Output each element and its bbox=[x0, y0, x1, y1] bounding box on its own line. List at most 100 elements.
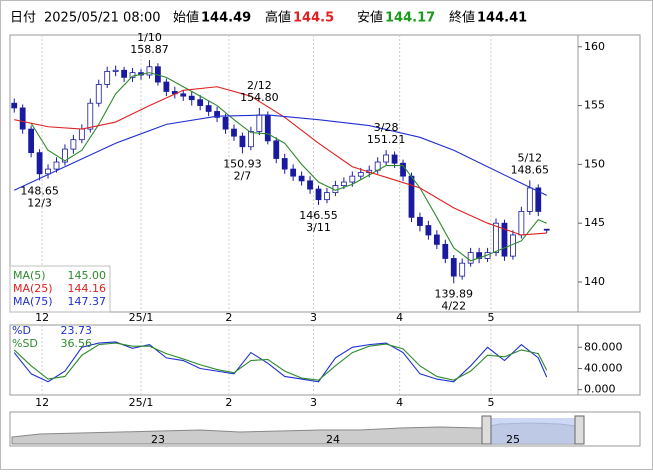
annotation-date: 4/22 bbox=[441, 299, 466, 312]
y-tick-label: 40.000 bbox=[584, 361, 623, 374]
annotation-value: 139.89 bbox=[435, 287, 474, 300]
y-tick-label: 80.000 bbox=[584, 340, 623, 353]
x-tick-label: 4 bbox=[396, 396, 403, 409]
candle-body bbox=[518, 211, 525, 236]
candle-body bbox=[349, 175, 356, 183]
y-tick-label: 140 bbox=[584, 275, 605, 288]
close-label: 終値 bbox=[449, 10, 475, 26]
legend-value: 23.73 bbox=[61, 324, 93, 337]
navigator-label: 24 bbox=[326, 433, 340, 446]
candle-body bbox=[95, 84, 102, 104]
candle-body bbox=[357, 172, 364, 177]
candle-body bbox=[19, 107, 26, 130]
candle-body bbox=[45, 168, 51, 175]
open-label: 始値 bbox=[173, 10, 199, 26]
legend-value: 144.16 bbox=[68, 282, 107, 295]
candle-body bbox=[87, 102, 94, 130]
candle-body bbox=[298, 175, 305, 182]
candle-body bbox=[281, 158, 288, 170]
annotation-value: 148.65 bbox=[511, 163, 550, 176]
candle-body bbox=[290, 168, 297, 177]
y-tick-label: 145 bbox=[584, 216, 605, 229]
ma-line bbox=[14, 86, 547, 236]
x-tick-label: 2 bbox=[225, 311, 232, 324]
candle-body bbox=[450, 258, 457, 277]
candle-body bbox=[104, 71, 111, 85]
candle-body bbox=[408, 175, 415, 218]
navigator-label: 23 bbox=[151, 433, 165, 446]
x-tick-label: 12 bbox=[35, 396, 49, 409]
candle-body bbox=[307, 180, 313, 190]
y-tick-label: 0.000 bbox=[584, 383, 616, 396]
candle-body bbox=[53, 161, 60, 170]
candle-body bbox=[535, 187, 542, 212]
x-tick-label: 12 bbox=[35, 311, 49, 324]
candle-body bbox=[425, 225, 432, 236]
x-tick-label: 3 bbox=[310, 311, 317, 324]
x-tick-label: 25/1 bbox=[129, 311, 154, 324]
annotation-date: 1/10 bbox=[137, 31, 162, 44]
x-tick-label: 4 bbox=[396, 311, 403, 324]
navigator-handle-right[interactable] bbox=[574, 415, 585, 445]
annotation-value: 148.65 bbox=[20, 184, 59, 197]
candle-body bbox=[324, 192, 330, 201]
navigator-handle-left[interactable] bbox=[481, 415, 492, 445]
candle-body bbox=[197, 99, 204, 106]
annotation-value: 146.55 bbox=[299, 209, 338, 222]
candle-body bbox=[247, 131, 254, 148]
annotation-value: 151.21 bbox=[367, 133, 406, 146]
low-label: 安値 bbox=[357, 10, 383, 26]
legend-box bbox=[9, 265, 111, 313]
candle-body bbox=[383, 154, 390, 163]
navigator-window[interactable] bbox=[488, 418, 578, 444]
candle-body bbox=[36, 152, 43, 175]
candle-body bbox=[543, 228, 550, 231]
candle-body bbox=[442, 243, 449, 259]
low-value: 144.17 bbox=[385, 11, 435, 26]
x-tick-label: 5 bbox=[487, 396, 494, 409]
candle-body bbox=[214, 111, 220, 118]
navigator-label: 25 bbox=[506, 433, 520, 446]
candle-body bbox=[467, 252, 474, 264]
annotation-date: 3/28 bbox=[374, 121, 399, 134]
y-tick-label: 155 bbox=[584, 99, 605, 112]
candle-body bbox=[78, 128, 85, 141]
price-axis-panel bbox=[577, 34, 641, 313]
candle-body bbox=[256, 114, 263, 132]
y-tick-label: 160 bbox=[584, 40, 605, 53]
ma-line bbox=[30, 72, 547, 262]
candle-body bbox=[231, 128, 237, 137]
annotation-value: 154.80 bbox=[240, 91, 279, 104]
legend-value: 145.00 bbox=[68, 269, 107, 282]
x-tick-label: 5 bbox=[487, 311, 494, 324]
line bbox=[13, 341, 548, 383]
legend-name: MA(5) bbox=[13, 269, 46, 282]
candle-body bbox=[417, 216, 423, 226]
legend-name: MA(75) bbox=[13, 295, 53, 308]
annotation-date: 12/3 bbox=[27, 196, 52, 209]
annotation-date: 2/7 bbox=[234, 169, 252, 182]
annotation-date: 5/12 bbox=[517, 151, 542, 164]
legend-name: MA(25) bbox=[13, 282, 53, 295]
x-tick-label: 3 bbox=[310, 396, 317, 409]
candle-body bbox=[239, 135, 246, 148]
candle-body bbox=[70, 139, 77, 150]
navigator: 23 24 25 bbox=[9, 411, 641, 447]
candle-body bbox=[28, 128, 35, 154]
open-value: 144.49 bbox=[201, 11, 251, 26]
datetime: 2025/05/21 08:00 bbox=[44, 11, 161, 26]
candle-body bbox=[180, 93, 187, 97]
candle-body bbox=[129, 72, 136, 78]
candle-body bbox=[476, 252, 483, 259]
candle-body bbox=[501, 222, 508, 257]
legend-name: %D bbox=[12, 324, 31, 337]
high-value: 144.5 bbox=[293, 11, 334, 26]
y-tick-label: 150 bbox=[584, 157, 605, 170]
stoch-axis-panel bbox=[577, 324, 641, 396]
annotation-value: 158.87 bbox=[130, 43, 169, 56]
ma-line bbox=[13, 114, 547, 196]
candle-body bbox=[340, 181, 347, 186]
candle-body bbox=[222, 116, 229, 130]
annotation-date: 2/12 bbox=[247, 79, 272, 92]
